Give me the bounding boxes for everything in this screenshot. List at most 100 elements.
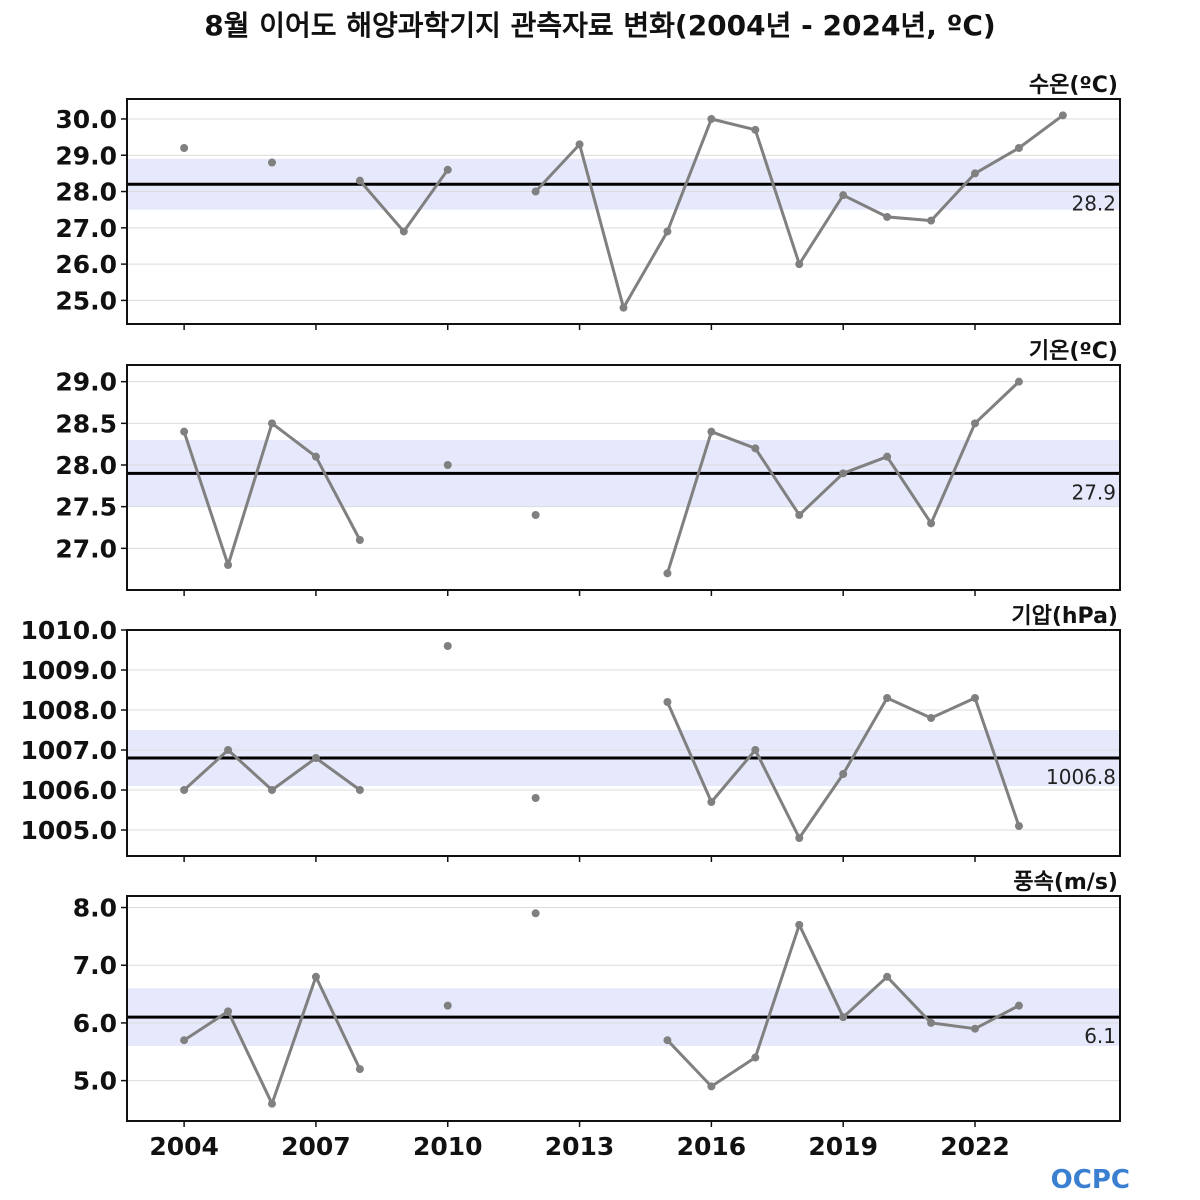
data-point-2010 (443, 642, 452, 650)
data-point-2012 (531, 511, 540, 519)
mean-label: 27.9 (1071, 480, 1116, 504)
data-point-2005 (224, 561, 233, 569)
data-point-2018 (795, 260, 804, 269)
data-point-2015 (663, 569, 672, 578)
data-point-2005 (224, 1007, 233, 1016)
data-point-2019 (839, 770, 848, 778)
panel-title: 수온(ºC) (1029, 73, 1118, 98)
panel-wind-speed: 5.0 6.0 7.0 8.0 6.1 풍속(m/s) (73, 870, 1121, 1127)
x-tick-label: 2010 (413, 1132, 483, 1161)
data-point-2005 (224, 746, 233, 754)
data-point-2018 (795, 920, 804, 929)
data-point-2017 (751, 125, 760, 134)
data-point-2017 (751, 746, 760, 754)
data-point-2004 (180, 786, 189, 794)
data-point-2010 (443, 1001, 452, 1010)
x-tick-label: 2004 (149, 1132, 219, 1161)
data-point-2006 (267, 786, 276, 794)
x-tick-label: 2022 (940, 1132, 1010, 1161)
data-point-2018 (795, 511, 804, 519)
x-tick-label: 2019 (808, 1132, 878, 1161)
y-tick-label: 30.0 (55, 105, 117, 134)
data-point-2008 (355, 536, 364, 544)
data-point-2021 (927, 714, 936, 722)
y-tick-label: 29.0 (55, 141, 117, 170)
data-point-2023 (1014, 1001, 1023, 1010)
y-tick-label: 1010.0 (21, 616, 117, 645)
y-tick-label: 27.0 (55, 534, 117, 563)
data-point-2004 (180, 1036, 189, 1045)
y-tick-label: 8.0 (73, 894, 117, 923)
mean-label: 1006.8 (1046, 765, 1116, 789)
data-point-2016 (707, 798, 716, 806)
data-point-2007 (311, 972, 320, 981)
series-line (534, 114, 1064, 310)
data-point-2014 (619, 303, 628, 312)
y-tick-label: 1009.0 (21, 656, 117, 685)
data-point-2024 (1058, 111, 1067, 120)
y-tick-label: 28.0 (55, 178, 117, 207)
data-point-2021 (927, 216, 936, 225)
data-point-2022 (971, 419, 980, 428)
data-point-2023 (1014, 377, 1023, 386)
data-point-2016 (707, 114, 716, 123)
panel-air-temp: 27.0 27.5 28.0 28.5 29.0 27.9 기온(ºC) (55, 339, 1121, 596)
data-point-2006 (267, 1099, 276, 1108)
x-axis-labels: 2004 2007 2010 2013 2016 2019 2022 (149, 1132, 1009, 1161)
data-point-2020 (883, 694, 892, 702)
x-tick-label: 2016 (677, 1132, 747, 1161)
data-point-2008 (355, 786, 364, 794)
data-point-2006 (267, 419, 276, 428)
data-point-2018 (795, 834, 804, 842)
chart-title: 8월 이어도 해양과학기지 관측자료 변화(2004년 - 2024년, ºC) (204, 9, 996, 42)
mean-label: 6.1 (1084, 1024, 1116, 1048)
y-tick-label: 28.5 (55, 409, 117, 438)
data-point-2017 (751, 444, 760, 453)
mean-label: 28.2 (1071, 191, 1116, 215)
data-point-2004 (180, 143, 189, 152)
data-point-2021 (927, 519, 936, 528)
y-tick-label: 25.0 (55, 286, 117, 315)
data-point-2016 (707, 427, 716, 436)
data-point-2016 (707, 1082, 716, 1091)
y-tick-label: 28.0 (55, 451, 117, 480)
panel-frame (126, 629, 1121, 857)
panel-pressure: 1005.0 1006.0 1007.0 1008.0 1009.0 1010.0 1006… (21, 604, 1121, 862)
data-point-2004 (180, 427, 189, 436)
x-tick-label: 2007 (281, 1132, 351, 1161)
y-tick-label: 27.5 (55, 493, 117, 522)
x-tick-label: 2013 (545, 1132, 615, 1161)
y-tick-label: 1006.0 (21, 776, 117, 805)
data-point-2022 (971, 169, 980, 178)
y-tick-label: 6.0 (73, 1009, 117, 1038)
data-point-2019 (839, 1013, 848, 1022)
panel-frame (126, 895, 1121, 1122)
data-point-2012 (531, 187, 540, 196)
data-point-2012 (531, 909, 540, 918)
y-tick-label: 5.0 (73, 1067, 117, 1096)
data-point-2007 (311, 452, 320, 461)
data-point-2022 (971, 694, 980, 702)
y-tick-label: 27.0 (55, 214, 117, 243)
data-point-2013 (575, 140, 584, 149)
y-tick-label: 1005.0 (21, 816, 117, 845)
data-point-2015 (663, 227, 672, 236)
y-tick-label: 7.0 (73, 951, 117, 980)
data-point-2010 (443, 461, 452, 469)
panel-title: 기온(ºC) (1029, 339, 1118, 364)
data-point-2015 (663, 698, 672, 706)
y-tick-label: 26.0 (55, 250, 117, 279)
data-point-2007 (311, 754, 320, 762)
data-point-2008 (355, 176, 364, 185)
y-tick-label: 29.0 (55, 368, 117, 397)
data-point-2015 (663, 1036, 672, 1045)
y-tick-label: 1008.0 (21, 696, 117, 725)
panel-frame (126, 364, 1121, 591)
data-point-2021 (927, 1018, 936, 1027)
data-point-2020 (883, 452, 892, 461)
data-point-2023 (1014, 822, 1023, 830)
data-point-2019 (839, 191, 848, 200)
data-point-2023 (1014, 143, 1023, 152)
data-point-2009 (399, 227, 408, 236)
data-point-2012 (531, 794, 540, 802)
